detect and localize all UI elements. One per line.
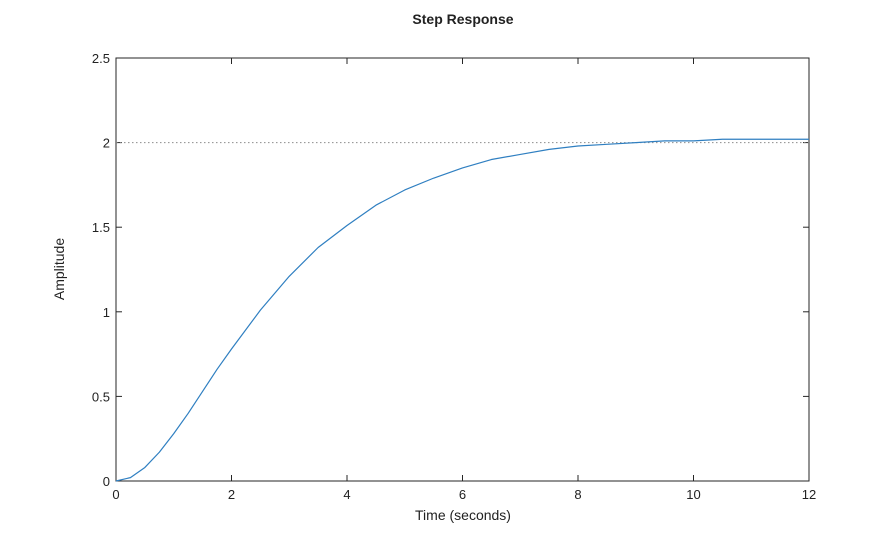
x-axis-label: Time (seconds): [415, 507, 511, 523]
plot-area: 0 2 4 6 8 10 12 0 0.5 1 1.5 2 2.5: [92, 51, 816, 502]
y-tick-label: 1.5: [92, 220, 110, 235]
y-tick-label: 0: [103, 474, 110, 489]
y-tick-label: 2: [103, 136, 110, 151]
y-axis-label: Amplitude: [51, 238, 67, 300]
x-tick-label: 12: [802, 487, 816, 502]
x-tick-label: 6: [459, 487, 466, 502]
y-tick-label: 2.5: [92, 51, 110, 66]
x-tick-label: 8: [574, 487, 581, 502]
x-tick-label: 4: [343, 487, 350, 502]
y-tick-label: 0.5: [92, 389, 110, 404]
y-tick-label: 1: [103, 305, 110, 320]
x-tick-label: 2: [228, 487, 235, 502]
plot-frame: [115, 57, 810, 482]
step-response-line: [115, 138, 809, 482]
x-tick-label: 0: [112, 487, 119, 502]
chart-title: Step Response: [412, 11, 513, 27]
x-tick-label: 10: [686, 487, 700, 502]
